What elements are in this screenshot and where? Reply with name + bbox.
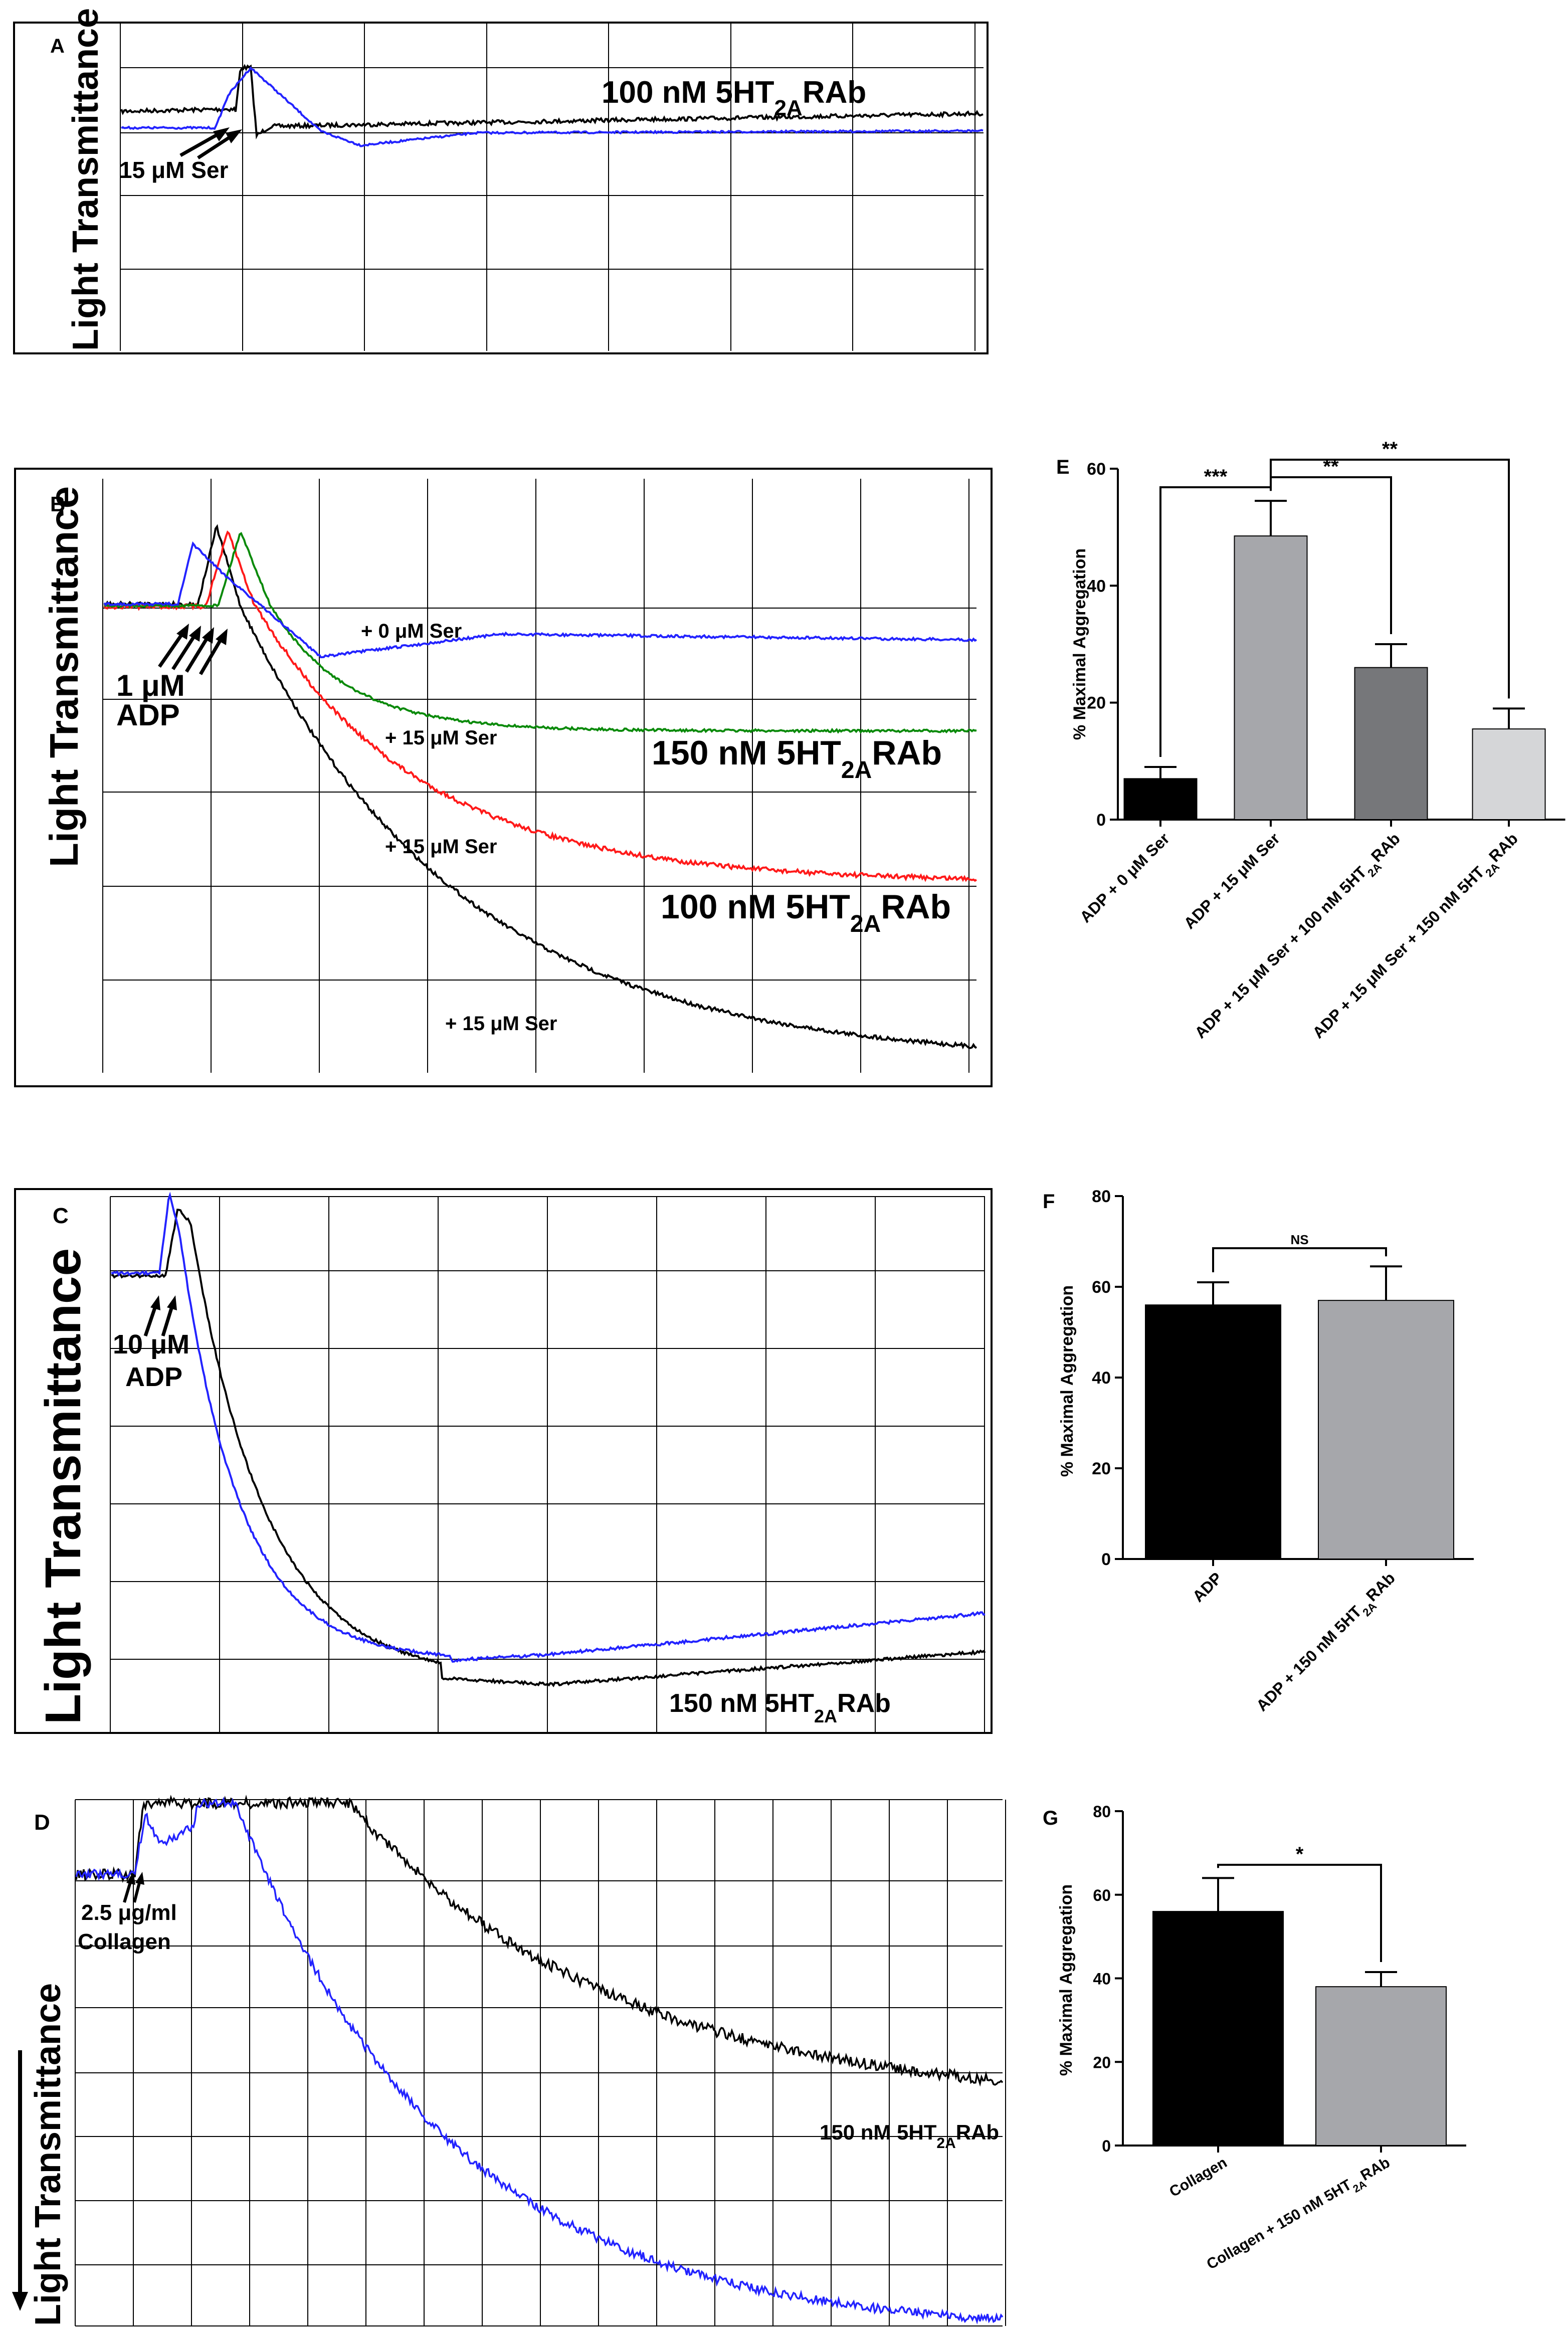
panel-a-arrows xyxy=(179,127,242,159)
panel-c-adp-label-line1: 10 μM xyxy=(113,1329,189,1359)
significance-label: * xyxy=(1296,1843,1304,1865)
panel-b-trace-red xyxy=(103,530,977,882)
category-label: ADP + 150 nM 5HT2ARAb xyxy=(1253,1569,1403,1718)
panel-b-ser15-black-label: + 15 μM Ser xyxy=(445,1013,557,1035)
panel-d-collagen-label-line2: Collagen xyxy=(78,1929,171,1954)
panel-b-trace-green xyxy=(104,532,977,734)
chart-letter: E xyxy=(1056,456,1070,478)
y-tick-label: 60 xyxy=(1093,1886,1111,1904)
panel-c-frame xyxy=(14,1188,993,1734)
panel-a-grid xyxy=(120,23,984,351)
panel-a-letter: A xyxy=(50,35,65,57)
bar xyxy=(1315,1986,1447,2147)
category-label: ADP + 15 μM Ser xyxy=(1180,829,1283,932)
bar-chart-f: F % Maximal Aggregation 0 20 40 60 80 ADP ADP + … xyxy=(1043,1187,1474,1718)
panel-b-ser15-red-label: + 15 μM Ser xyxy=(385,836,497,858)
bar xyxy=(1152,1911,1284,2147)
panel-b-grid xyxy=(102,479,976,1073)
panel-b-arrows xyxy=(158,624,228,675)
panel-d-collagen-label-line1: 2.5 μg/ml xyxy=(81,1900,177,1925)
panel-d-antibody-label: 150 nM 5HT2ARAb xyxy=(820,2120,999,2152)
panel-b-frame xyxy=(14,468,993,1087)
category-label: ADP + 0 μM Ser xyxy=(1076,829,1173,926)
y-tick-label: 0 xyxy=(1102,2137,1111,2155)
significance-label: NS xyxy=(1290,1232,1308,1247)
panel-a-antibody-label: 100 nM 5HT2ARAb xyxy=(602,75,866,120)
panel-c-antibody-label: 150 nM 5HT2ARAb xyxy=(669,1689,891,1726)
panel-d-ylabel: Light Transmittance xyxy=(28,1983,68,2326)
y-tick-label: 40 xyxy=(1087,576,1106,596)
bar xyxy=(1354,667,1428,820)
panel-a-serotonin-label: 15 μM Ser xyxy=(119,157,228,183)
panel-b-ser15-green-label: + 15 μM Ser xyxy=(385,727,497,749)
bar xyxy=(1123,778,1198,821)
y-tick-label: 80 xyxy=(1093,1803,1111,1821)
panel-a-trace-black xyxy=(120,64,984,140)
panel-d-grid xyxy=(75,1799,1006,2326)
category-label: ADP xyxy=(1189,1569,1226,1605)
panel-c-adp-label-line2: ADP xyxy=(125,1362,182,1392)
panel-a-ylabel: Light Transmittance xyxy=(66,8,106,351)
panel-d-arrows xyxy=(123,1872,144,1903)
bar xyxy=(1145,1304,1281,1560)
panel-b-trace-blue xyxy=(103,541,977,659)
y-tick-label: 40 xyxy=(1093,1970,1111,1988)
panel-d-down-arrowhead xyxy=(12,2292,28,2311)
category-label: ADP + 15 μM Ser + 150 nM 5HT2ARAb xyxy=(1309,829,1525,1045)
y-tick-label: 20 xyxy=(1092,1459,1111,1478)
bar xyxy=(1318,1300,1454,1560)
significance-label: ** xyxy=(1382,438,1398,460)
panel-b-trace-black xyxy=(103,524,977,1050)
chart-ylabel: % Maximal Aggregation xyxy=(1057,1884,1076,2076)
category-label: Collagen xyxy=(1166,2154,1230,2200)
panel-b-100nm-label: 100 nM 5HT2ARAb xyxy=(661,888,951,937)
panel-c-grid xyxy=(110,1196,985,1733)
chart-letter: F xyxy=(1043,1191,1055,1213)
panel-c-ylabel: Light Transmittance xyxy=(35,1248,91,1724)
panel-b-ser0-label: + 0 μM Ser xyxy=(361,620,462,642)
y-tick-label: 20 xyxy=(1087,694,1106,713)
significance-bracket xyxy=(1217,1864,1382,1962)
bar-chart-g: G % Maximal Aggregation 0 20 40 60 80 CollagenC… xyxy=(1043,1803,1466,2277)
chart-ylabel: % Maximal Aggregation xyxy=(1058,1285,1077,1477)
y-tick-label: 20 xyxy=(1093,2053,1111,2071)
y-tick-label: 60 xyxy=(1087,460,1106,479)
y-tick-label: 60 xyxy=(1092,1278,1111,1297)
bar-chart-e: E % Maximal Aggregation 0 20 40 60 ADP + 0 μM … xyxy=(1056,438,1565,1045)
panel-a: A Light Transmittance 100 nM 5HT2ARAb 15… xyxy=(13,8,989,354)
y-tick-label: 0 xyxy=(1096,811,1106,830)
panel-d-trace-black xyxy=(75,1794,1004,2087)
panel-b-ylabel: Light Transmittance xyxy=(42,486,86,867)
panel-d: D Light Transmittance 2.5 μg/ml Collagen… xyxy=(12,1793,1007,2336)
panel-c: C Light Transmittance 10 μM ADP 150 nM 5… xyxy=(14,1188,993,1734)
chart-letter: G xyxy=(1043,1807,1058,1829)
chart-ylabel: % Maximal Aggregation xyxy=(1070,548,1089,740)
panel-a-frame xyxy=(13,22,989,354)
significance-bracket xyxy=(1270,459,1510,699)
bar xyxy=(1472,728,1546,820)
significance-bracket xyxy=(1212,1247,1387,1272)
panel-b-letter: B xyxy=(50,492,65,516)
panel-d-trace-blue xyxy=(75,1797,1004,2325)
panel-b-adp-label-line1: 1 μM xyxy=(116,669,185,702)
panel-c-trace-blue xyxy=(110,1192,986,1663)
panel-c-trace-black xyxy=(111,1209,986,1687)
panel-c-arrows xyxy=(143,1295,177,1337)
panel-a-trace-blue xyxy=(121,66,984,147)
panel-c-letter: C xyxy=(53,1204,69,1228)
y-tick-label: 80 xyxy=(1092,1187,1111,1206)
significance-label: *** xyxy=(1204,466,1228,488)
y-tick-label: 0 xyxy=(1101,1550,1111,1569)
panel-d-letter: D xyxy=(34,1810,50,1835)
y-tick-label: 40 xyxy=(1092,1369,1111,1388)
category-label: ADP + 15 μM Ser + 100 nM 5HT2ARAb xyxy=(1191,829,1407,1045)
panel-b-adp-label-line2: ADP xyxy=(116,698,180,732)
bar xyxy=(1234,535,1308,820)
category-label: Collagen + 150 nM 5HT2ARAb xyxy=(1204,2154,1396,2277)
panel-b-150nm-label: 150 nM 5HT2ARAb xyxy=(652,734,942,784)
panel-b: B Light Transmittance 1 μM ADP + 0 μM Se… xyxy=(14,468,993,1087)
